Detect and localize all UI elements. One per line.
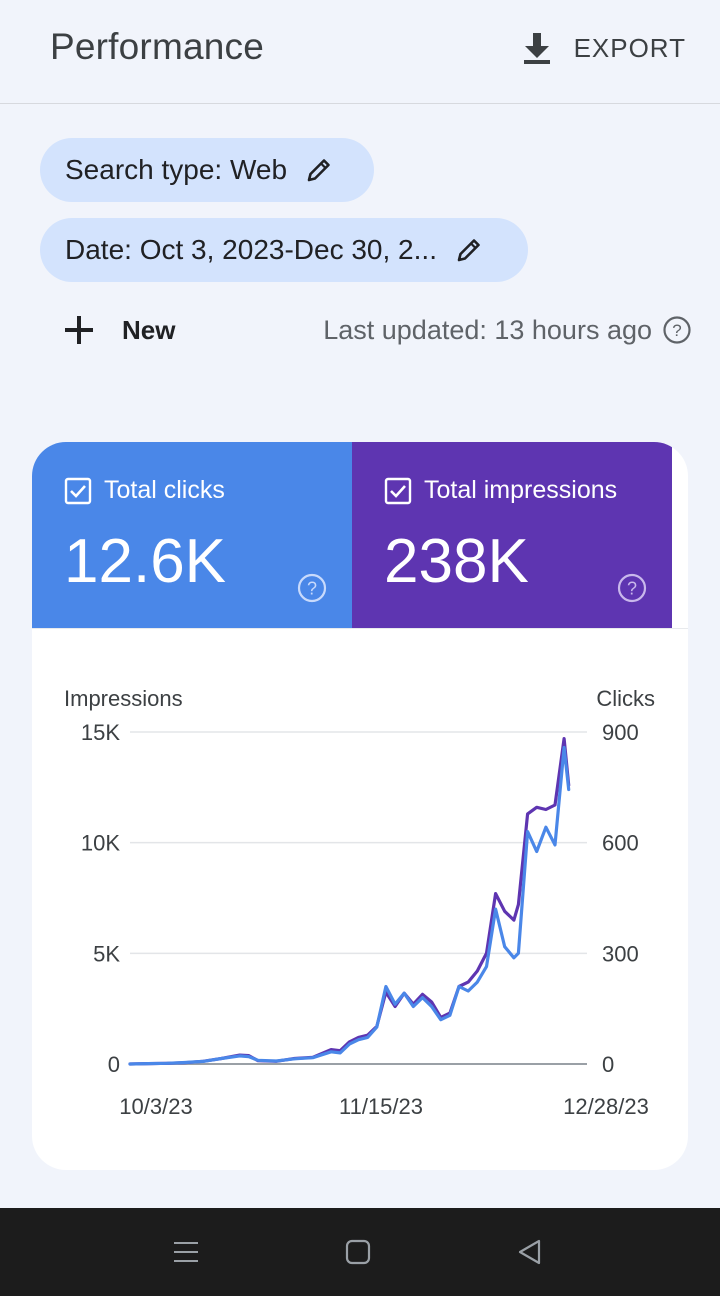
help-icon[interactable]: ? — [296, 572, 328, 604]
left-tick-label: 10K — [81, 831, 120, 856]
date-range-label: Date: Oct 3, 2023-Dec 30, 2... — [65, 234, 437, 265]
new-filter-label: New — [122, 314, 176, 345]
total-impressions-value: 238K — [384, 527, 529, 596]
search-type-chip[interactable]: Search type: Web — [40, 138, 374, 202]
export-label: EXPORT — [573, 32, 686, 63]
plus-icon — [65, 316, 93, 344]
download-icon — [523, 33, 550, 64]
help-icon[interactable]: ? — [662, 315, 692, 345]
recent-apps-icon[interactable] — [170, 1236, 202, 1268]
right-tick-label: 300 — [602, 941, 639, 966]
chart-labels: Impressions Clicks 15K 900 10K 600 5K 300 0 0 10/3… — [64, 686, 655, 1119]
checkbox-checked-icon[interactable] — [384, 477, 412, 505]
card-divider — [32, 628, 688, 629]
total-impressions-label: Total impressions — [424, 476, 618, 504]
home-icon[interactable] — [342, 1236, 374, 1268]
right-tick-label: 0 — [602, 1052, 614, 1077]
left-tick-label: 15K — [81, 720, 120, 745]
svg-text:?: ? — [307, 579, 317, 599]
x-tick-label: 12/28/23 — [563, 1094, 649, 1119]
last-updated-status: Last updated: 13 hours ago ? — [323, 310, 692, 350]
total-clicks-card[interactable]: Total clicks 12.6K ? — [32, 442, 352, 628]
new-filter-button[interactable]: New — [62, 308, 175, 352]
performance-chart[interactable]: Impressions Clicks 15K 900 10K 600 5K 300 0 0 10/3… — [32, 442, 688, 1170]
left-axis-title: Impressions — [64, 686, 183, 711]
svg-text:?: ? — [627, 579, 637, 599]
x-tick-label: 11/15/23 — [339, 1094, 423, 1119]
x-tick-label: 10/3/23 — [119, 1094, 192, 1119]
back-icon[interactable] — [514, 1236, 546, 1268]
total-clicks-value: 12.6K — [64, 527, 227, 596]
left-tick-label: 0 — [108, 1052, 120, 1077]
svg-text:?: ? — [672, 321, 681, 340]
page-title: Performance — [50, 26, 265, 67]
help-icon[interactable]: ? — [616, 572, 648, 604]
export-button[interactable]: EXPORT — [522, 28, 686, 68]
total-clicks-label: Total clicks — [104, 476, 225, 504]
edit-pencil-icon — [307, 159, 330, 182]
performance-card: Total clicks 12.6K ? Total impressions 2… — [32, 442, 688, 1170]
left-tick-label: 5K — [93, 941, 120, 966]
right-axis-title: Clicks — [596, 686, 655, 711]
system-navigation-bar — [0, 1208, 720, 1296]
chart-series — [128, 737, 571, 1066]
right-tick-label: 600 — [602, 831, 639, 856]
date-range-chip[interactable]: Date: Oct 3, 2023-Dec 30, 2... — [40, 218, 528, 282]
total-impressions-card[interactable]: Total impressions 238K ? — [352, 442, 672, 628]
search-type-label: Search type: Web — [65, 154, 288, 185]
impressions-series-line — [128, 737, 571, 1066]
edit-pencil-icon — [457, 239, 480, 262]
last-updated-text: Last updated: 13 hours ago — [323, 314, 652, 345]
clicks-series-line — [128, 745, 571, 1066]
app-header: Performance EXPORT — [0, 0, 720, 104]
right-tick-label: 900 — [602, 720, 639, 745]
checkbox-checked-icon[interactable] — [64, 477, 92, 505]
